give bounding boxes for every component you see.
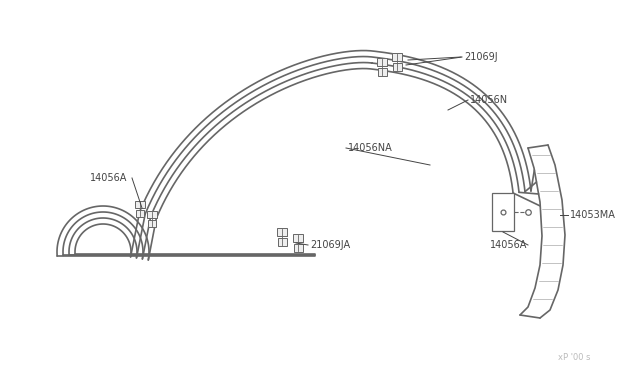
Bar (276, 228, 287, 236)
Bar (378, 68, 387, 76)
Bar (147, 211, 157, 218)
Bar (392, 64, 401, 71)
Bar (136, 211, 144, 217)
Bar (292, 234, 303, 242)
Text: 21069J: 21069J (464, 52, 498, 62)
Text: 14056A: 14056A (490, 240, 527, 250)
Text: 14053MA: 14053MA (570, 210, 616, 220)
Text: xP '00 s: xP '00 s (558, 353, 591, 362)
Bar (392, 53, 403, 61)
Bar (492, 193, 514, 231)
Text: 14056NA: 14056NA (348, 143, 393, 153)
Text: 21069JA: 21069JA (310, 240, 350, 250)
Bar (376, 58, 387, 66)
Bar (148, 220, 156, 227)
Text: 14056N: 14056N (470, 95, 508, 105)
Bar (278, 238, 287, 246)
Bar (135, 201, 145, 208)
Text: 14056A: 14056A (90, 173, 127, 183)
Bar (294, 244, 303, 252)
